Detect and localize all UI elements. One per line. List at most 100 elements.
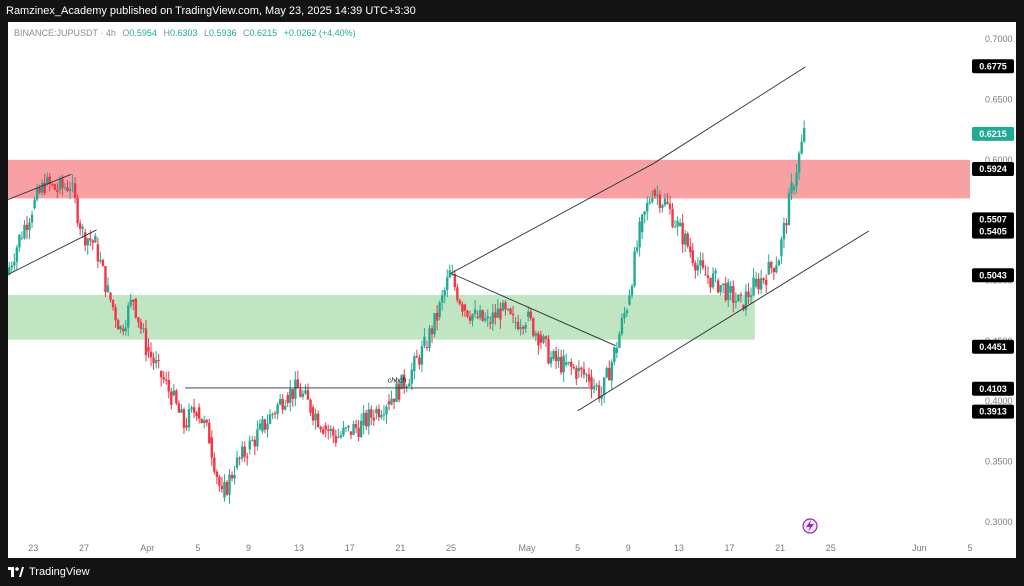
candle-body — [13, 261, 16, 266]
candle-body — [509, 308, 512, 314]
tradingview-brand[interactable]: TradingView — [8, 566, 90, 578]
candle-body — [114, 307, 117, 321]
candle-body — [253, 439, 257, 447]
x-tick-label: 5 — [967, 543, 972, 553]
price-level-tag — [972, 381, 1014, 396]
candle-body — [357, 427, 360, 438]
candle-body — [724, 283, 727, 300]
price-level-label: 0.5924 — [979, 164, 1007, 174]
candle-body — [147, 346, 150, 352]
x-tick-label: 21 — [395, 543, 405, 553]
candle-body — [370, 409, 373, 418]
close-label: C — [243, 28, 250, 38]
price-level-tag — [972, 59, 1014, 74]
candle-body — [451, 274, 454, 276]
candle-body — [116, 320, 120, 330]
candle-body — [775, 265, 778, 273]
candle-body — [461, 304, 464, 312]
candle-body — [514, 322, 517, 324]
candle-body — [28, 222, 31, 230]
low-label: L — [203, 28, 209, 38]
candle-body — [172, 390, 176, 396]
candle-body — [420, 346, 424, 365]
candle-body — [597, 385, 601, 399]
candle-body — [96, 244, 100, 262]
candle-body — [377, 408, 381, 418]
candle-body — [484, 318, 487, 321]
candle-body — [352, 424, 355, 435]
price-level-label: 0.3913 — [979, 407, 1007, 417]
candle-body — [466, 310, 469, 317]
candle-body — [190, 407, 193, 410]
candle-body — [306, 390, 310, 400]
candle-body — [63, 187, 67, 189]
candle-body — [284, 405, 287, 410]
candle-body — [213, 457, 216, 472]
candle-body — [23, 224, 26, 238]
candle-body — [785, 223, 788, 226]
candle-body — [144, 328, 148, 356]
candle-body — [737, 294, 740, 302]
x-tick-label: Jun — [912, 543, 927, 553]
candle-body — [225, 482, 229, 495]
candle-body — [248, 440, 251, 450]
candle-body — [663, 198, 667, 206]
candle-body — [124, 327, 127, 332]
candle-body — [577, 367, 581, 372]
candle-body — [111, 299, 115, 308]
open-value: 0.5954 — [129, 28, 157, 38]
candle-body — [554, 351, 558, 362]
candle-body — [438, 302, 441, 317]
candle-body — [48, 176, 51, 185]
candle-body — [84, 232, 87, 246]
y-tick-label: 0.6000 — [985, 155, 1013, 165]
candle-body — [334, 435, 338, 443]
candle-body — [443, 290, 446, 296]
candle-body — [347, 425, 350, 428]
candle-body — [278, 398, 282, 405]
candle-body — [532, 318, 535, 336]
candle-body — [608, 367, 611, 381]
candle-body — [506, 308, 510, 310]
candle-body — [291, 389, 295, 399]
candle-body — [453, 274, 457, 288]
chart-panel[interactable] — [8, 22, 1016, 558]
demand-zone — [8, 294, 755, 340]
candle-body — [572, 366, 576, 369]
candle-body — [25, 224, 29, 230]
candle-body — [134, 298, 138, 318]
candle-body — [666, 202, 669, 204]
candle-body — [489, 322, 492, 324]
x-tick-label: 5 — [575, 543, 580, 553]
candle-body — [152, 357, 155, 364]
candle-body — [268, 414, 272, 424]
candle-body — [382, 414, 386, 416]
candle-body — [66, 187, 69, 191]
candle-body — [51, 184, 54, 186]
candle-body — [362, 412, 365, 426]
candle-body — [780, 239, 783, 257]
candle-body — [413, 356, 416, 372]
price-level-label: 0.4451 — [979, 342, 1007, 352]
candle-body — [689, 246, 692, 252]
x-tick-label: Apr — [140, 543, 154, 553]
last-price-tag — [972, 126, 1014, 141]
brand-name: TradingView — [29, 566, 90, 578]
candle-body — [656, 194, 659, 196]
candle-body — [380, 414, 383, 418]
candle-body — [727, 282, 730, 300]
candle-body — [415, 356, 419, 358]
candle-body — [709, 277, 712, 288]
candle-body — [658, 194, 662, 208]
candle-body — [734, 301, 738, 303]
candle-body — [638, 221, 641, 248]
trendline — [450, 272, 616, 347]
candle-body — [256, 429, 259, 447]
candle-body — [154, 359, 158, 364]
candle-body — [765, 279, 768, 286]
candle-body — [623, 313, 626, 319]
candle-body — [240, 446, 244, 459]
price-level-tag — [972, 268, 1014, 283]
x-tick-label: 23 — [28, 543, 38, 553]
